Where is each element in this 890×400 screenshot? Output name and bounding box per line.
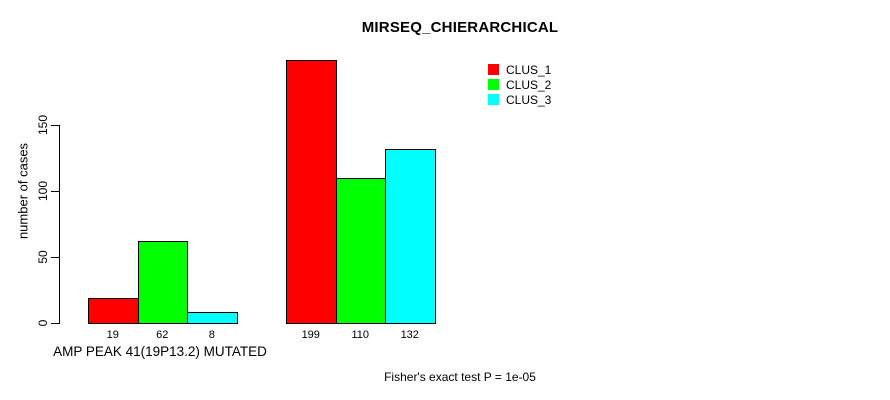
bar-value-label: 132 xyxy=(400,329,419,341)
y-axis-tick-label: 150 xyxy=(36,114,50,136)
y-axis-tick xyxy=(51,257,59,258)
bar-value-label: 8 xyxy=(208,329,215,341)
legend: CLUS_1 CLUS_2 CLUS_3 xyxy=(488,62,551,107)
y-axis-tick xyxy=(51,323,59,324)
y-axis-line xyxy=(59,125,60,324)
legend-swatch-icon xyxy=(488,64,499,75)
legend-label: CLUS_2 xyxy=(506,77,552,92)
legend-row-clus_1: CLUS_1 xyxy=(488,62,551,77)
bar-clus_3-group1 xyxy=(187,312,238,324)
legend-row-clus_2: CLUS_2 xyxy=(488,77,551,92)
y-axis-label: number of cases xyxy=(15,142,31,240)
x-axis-label: AMP PEAK 41(19P13.2) MUTATED xyxy=(53,344,267,359)
bar-value-label: 199 xyxy=(301,329,320,341)
bar-clus_1-group1 xyxy=(88,297,139,324)
chart-title: MIRSEQ_CHIERARCHICAL xyxy=(361,19,559,36)
legend-swatch-icon xyxy=(488,79,499,90)
bar-clus_3-group2 xyxy=(385,148,436,324)
bar-value-label: 19 xyxy=(106,329,119,341)
fisher-test-note: Fisher's exact test P = 1e-05 xyxy=(384,370,536,384)
y-axis-tick xyxy=(51,191,59,192)
legend-swatch-icon xyxy=(488,94,499,105)
legend-label: CLUS_1 xyxy=(506,62,552,77)
bar-value-label: 110 xyxy=(351,329,370,341)
bar-clus_1-group2 xyxy=(286,60,337,324)
legend-label: CLUS_3 xyxy=(506,92,552,107)
y-axis-tick-label: 100 xyxy=(36,180,50,202)
legend-row-clus_3: CLUS_3 xyxy=(488,92,551,107)
bar-value-label: 62 xyxy=(156,329,169,341)
bar-clus_2-group2 xyxy=(335,177,386,324)
bar-clus_2-group1 xyxy=(137,241,188,324)
y-axis-tick-label: 50 xyxy=(36,250,50,264)
y-axis-tick-label: 0 xyxy=(36,319,50,327)
y-axis-tick xyxy=(51,125,59,126)
